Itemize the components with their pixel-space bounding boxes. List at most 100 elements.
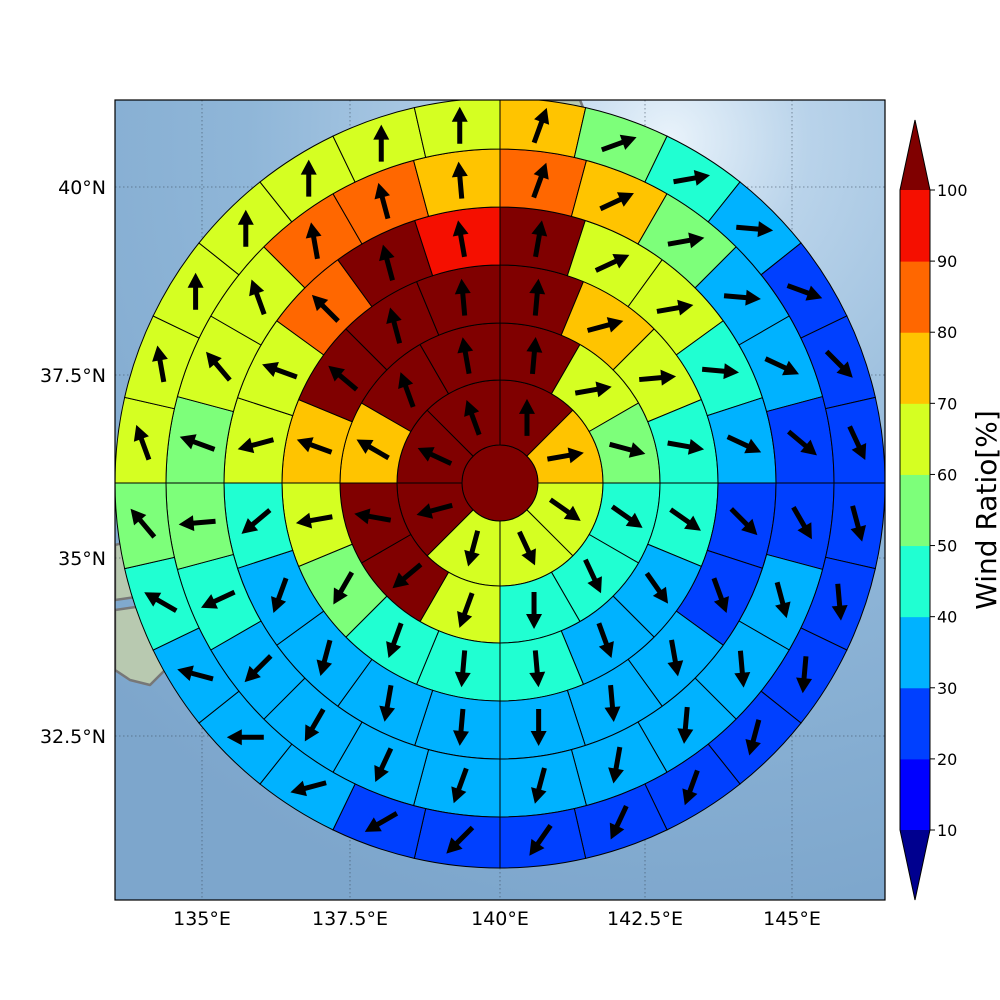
sector-r5-s0 bbox=[499, 148, 588, 218]
wind-arrow-r5-s1 bbox=[599, 192, 634, 212]
colorbar-segment-5 bbox=[900, 474, 930, 547]
wind-arrow-r5-s23 bbox=[451, 161, 468, 199]
wind-arrow-r5-s3 bbox=[723, 289, 761, 306]
wind-arrow-r5-s11 bbox=[531, 767, 547, 804]
wind-arrow-r6-s17 bbox=[226, 729, 264, 746]
wind-arrow-r3-s9 bbox=[386, 622, 404, 659]
colorbar-extend-bottom bbox=[900, 830, 930, 900]
wind-arrow-r6-s9 bbox=[796, 656, 813, 694]
lat-tick-35: 35°N bbox=[58, 548, 106, 570]
wind-arrow-r4-s0 bbox=[531, 220, 548, 258]
sector-r6-s0 bbox=[499, 100, 587, 158]
wind-arrow-r3-s11 bbox=[295, 512, 333, 529]
colorbar-tick-label: 40 bbox=[937, 608, 957, 627]
wind-arrow-r3-s7 bbox=[529, 650, 546, 688]
wind-arrow-r5-s9 bbox=[677, 706, 694, 744]
lon-tick-140: 140°E bbox=[471, 908, 529, 930]
wind-arrow-r6-s1 bbox=[600, 134, 637, 153]
colorbar-label: Wind Ratio[%] bbox=[970, 410, 1000, 610]
wind-arrow-r6-s15 bbox=[364, 811, 399, 832]
wind-arrow-r2-s9 bbox=[356, 439, 390, 461]
wind-arrow-r6-s8 bbox=[831, 583, 848, 621]
colorbar-tick-label: 10 bbox=[937, 821, 957, 840]
colorbar-tick-label: 70 bbox=[937, 394, 957, 413]
lat-tick-32.5: 32.5°N bbox=[40, 726, 106, 748]
wind-arrow-r3-s5 bbox=[644, 571, 669, 604]
wind-arrow-r5-s10 bbox=[608, 746, 624, 784]
wind-arrow-r4-s6 bbox=[711, 577, 729, 613]
wind-arrow-r3-s12 bbox=[296, 437, 333, 455]
lon-tick-135: 135°E bbox=[173, 908, 231, 930]
wind-arrow-r4-s11 bbox=[379, 684, 396, 722]
colorbar-segment-6 bbox=[900, 403, 930, 475]
wind-arrow-r2-s11 bbox=[457, 337, 474, 375]
wind-arrow-r4-s8 bbox=[604, 684, 621, 723]
wind-arrow-r4-s3 bbox=[701, 363, 740, 380]
sector-r6-s27 bbox=[413, 100, 501, 158]
wind-arrow-r3-s10 bbox=[333, 571, 355, 605]
wind-arrow-r4-s9 bbox=[530, 708, 547, 746]
wind-arrow-r3-s6 bbox=[596, 622, 614, 659]
wind-arrow-r5-s0 bbox=[531, 162, 549, 199]
wind-arrow-r4-s15 bbox=[237, 437, 275, 454]
wind-arrow-r1-s6 bbox=[417, 447, 453, 466]
wind-arrow-r3-s14 bbox=[386, 307, 403, 344]
wind-arrow-r5-s20 bbox=[249, 279, 267, 316]
lon-axis: 135°E 137.5°E 140°E 142.5°E 145°E bbox=[173, 908, 821, 930]
wind-arrow-r2-s5 bbox=[526, 592, 543, 630]
wind-arrow-r3-s3 bbox=[667, 438, 705, 455]
wind-direction-arrows bbox=[130, 106, 867, 856]
wind-arrow-r5-s16 bbox=[200, 589, 236, 609]
lon-tick-145: 145°E bbox=[763, 908, 821, 930]
wind-arrow-r5-s7 bbox=[774, 581, 791, 619]
wind-arrow-r4-s19 bbox=[452, 220, 469, 258]
wind-arrow-r6-s26 bbox=[373, 124, 390, 162]
wind-arrow-r4-s5 bbox=[729, 507, 758, 536]
sector-r5-s12 bbox=[412, 748, 501, 818]
colorbar-tick-label: 100 bbox=[937, 181, 968, 200]
sector-r5-s23 bbox=[412, 148, 501, 218]
wind-arrow-r3-s13 bbox=[328, 365, 359, 392]
wind-arrow-r6-s19 bbox=[144, 592, 178, 613]
colorbar-extend-top bbox=[900, 120, 930, 190]
sector-r6-s21 bbox=[115, 396, 175, 484]
lat-axis: 40°N 37.5°N 35°N 32.5°N bbox=[40, 177, 106, 748]
wind-arrow-r1-s3 bbox=[517, 530, 536, 566]
wind-arrow-r4-s10 bbox=[453, 708, 469, 746]
wind-arrow-r5-s19 bbox=[206, 351, 232, 382]
wind-arrow-r3-s0 bbox=[529, 278, 546, 316]
sector-r5-s17 bbox=[165, 482, 235, 571]
wind-arrow-r1-s4 bbox=[464, 530, 481, 567]
wind-arrow-r5-s21 bbox=[305, 222, 322, 260]
wind-arrow-r6-s6 bbox=[847, 425, 867, 460]
wind-arrow-r4-s16 bbox=[262, 361, 298, 380]
colorbar-tick-label: 90 bbox=[937, 252, 957, 271]
wind-arrow-r3-s4 bbox=[669, 507, 701, 531]
colorbar-segment-2 bbox=[900, 687, 930, 760]
wind-arrow-r4-s1 bbox=[594, 253, 630, 273]
wind-arrow-r6-s10 bbox=[745, 719, 762, 756]
wind-arrow-r5-s4 bbox=[764, 356, 800, 376]
sector-r6-s7 bbox=[825, 482, 885, 570]
lon-tick-142.5: 142.5°E bbox=[607, 908, 683, 930]
wind-arrow-r5-s13 bbox=[374, 747, 394, 783]
wind-arrow-r4-s7 bbox=[667, 639, 684, 677]
wind-arrow-r6-s13 bbox=[529, 824, 553, 856]
wind-arrow-r4-s4 bbox=[726, 434, 762, 454]
wind-arrow-r6-s7 bbox=[850, 505, 867, 542]
wind-arrow-r6-s14 bbox=[446, 825, 475, 854]
wind-arrow-r5-s15 bbox=[244, 654, 273, 683]
colorbar-segment-9 bbox=[900, 190, 930, 262]
wind-arrow-r3-s2 bbox=[638, 369, 677, 386]
wind-arrow-r1-s1 bbox=[546, 447, 584, 464]
wind-arrow-r6-s4 bbox=[786, 283, 823, 301]
colorbar-tick-label: 60 bbox=[937, 465, 957, 484]
wind-arrow-r3-s1 bbox=[586, 317, 624, 333]
wind-arrow-r4-s17 bbox=[311, 294, 340, 323]
wind-arrow-r6-s23 bbox=[187, 272, 204, 310]
wind-arrow-r5-s5 bbox=[786, 429, 817, 456]
sector-r6-s14 bbox=[413, 808, 501, 869]
wind-arrow-r1-s7 bbox=[464, 400, 482, 436]
wind-arrow-r3-s15 bbox=[454, 278, 471, 316]
